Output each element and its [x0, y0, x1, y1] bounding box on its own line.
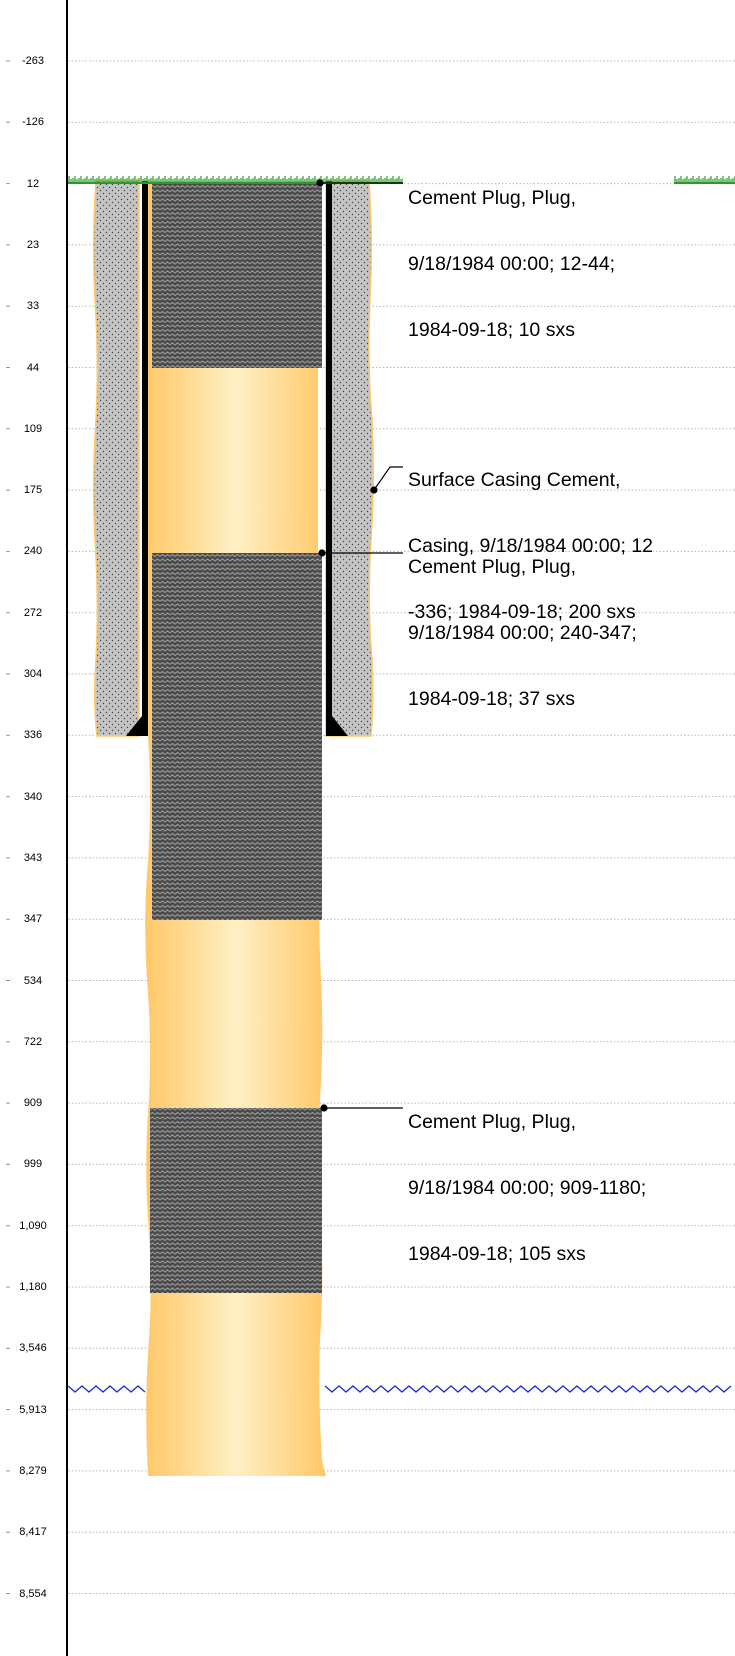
depth-label: 8,417	[19, 1526, 47, 1539]
depth-label: 3,546	[19, 1342, 47, 1355]
depth-label: 240	[23, 545, 43, 558]
water-level-line	[67, 1385, 146, 1393]
depth-label: 999	[23, 1158, 43, 1171]
depth-label: -263	[21, 55, 45, 67]
depth-label: 8,554	[19, 1587, 47, 1600]
depth-label: 175	[23, 484, 43, 497]
annotation-line: 9/18/1984 00:00; 12-44;	[408, 253, 616, 275]
depth-label: 340	[23, 790, 43, 803]
annotation-leaders	[316, 179, 403, 1112]
casing-wall-left	[142, 181, 148, 736]
depth-label: 44	[26, 361, 40, 374]
annotation-line: -336; 1984-09-18; 200 sxs	[408, 601, 636, 623]
depth-label: 8,279	[19, 1464, 47, 1477]
water-level	[67, 1385, 732, 1393]
cement-plug-909-1180	[150, 1108, 322, 1293]
annotation-line: 9/18/1984 00:00; 909-1180;	[408, 1177, 647, 1199]
depth-gridlines	[6, 60, 735, 1594]
annotation-line: Cement Plug, Plug,	[408, 1111, 577, 1133]
cement-plug-12-44	[152, 182, 322, 368]
annotation-line: Casing, 9/18/1984 00:00; 12	[408, 535, 654, 557]
casing-shoe-right	[326, 716, 348, 736]
depth-label: 12	[26, 177, 40, 190]
depth-label: 33	[26, 300, 40, 313]
depth-label: 5,913	[19, 1403, 47, 1416]
depth-label: 1,180	[19, 1281, 47, 1293]
annotation-line: Cement Plug, Plug,	[408, 187, 577, 209]
depth-label: 722	[23, 1035, 43, 1048]
depth-label: -126	[21, 116, 45, 129]
depth-label: 23	[26, 238, 40, 251]
annotation-surface-casing-cement: Surface Casing Cement, Casing, 9/18/1984…	[408, 425, 653, 645]
depth-label: 347	[23, 913, 43, 926]
depth-label: 343	[23, 851, 43, 864]
annotation-line: 1984-09-18; 105 sxs	[408, 1243, 586, 1265]
casing-shoe-left	[126, 716, 148, 736]
cement-plug-240-347	[152, 553, 322, 920]
depth-label: 109	[23, 422, 43, 435]
annotation-cement-plug-909-1180: Cement Plug, Plug, 9/18/1984 00:00; 909-…	[408, 1067, 646, 1287]
annotation-line: 1984-09-18; 37 sxs	[408, 688, 575, 710]
water-level-line	[324, 1385, 732, 1393]
depth-label: 909	[23, 1097, 43, 1110]
surface-casing-cement	[325, 180, 375, 737]
depth-label: 1,090	[19, 1219, 47, 1232]
depth-label: 534	[23, 974, 43, 987]
casing-wall-right	[326, 181, 332, 736]
depth-label: 272	[23, 606, 43, 619]
depth-label: 336	[23, 729, 43, 742]
annotation-line: Cement Plug, Plug,	[408, 556, 577, 578]
annotation-line: 9/18/1984 00:00; 240-347;	[408, 622, 637, 644]
depth-label: 304	[23, 668, 43, 680]
annotation-line: Surface Casing Cement,	[408, 469, 621, 491]
annotation-line: 1984-09-18; 10 sxs	[408, 319, 575, 341]
surface-casing-cement	[92, 180, 140, 737]
annotation-cement-plug-12-44: Cement Plug, Plug, 9/18/1984 00:00; 12-4…	[408, 143, 615, 363]
ground-surface	[68, 176, 735, 184]
annotation-cement-plug-240-347: Cement Plug, Plug, 9/18/1984 00:00; 240-…	[408, 512, 637, 732]
